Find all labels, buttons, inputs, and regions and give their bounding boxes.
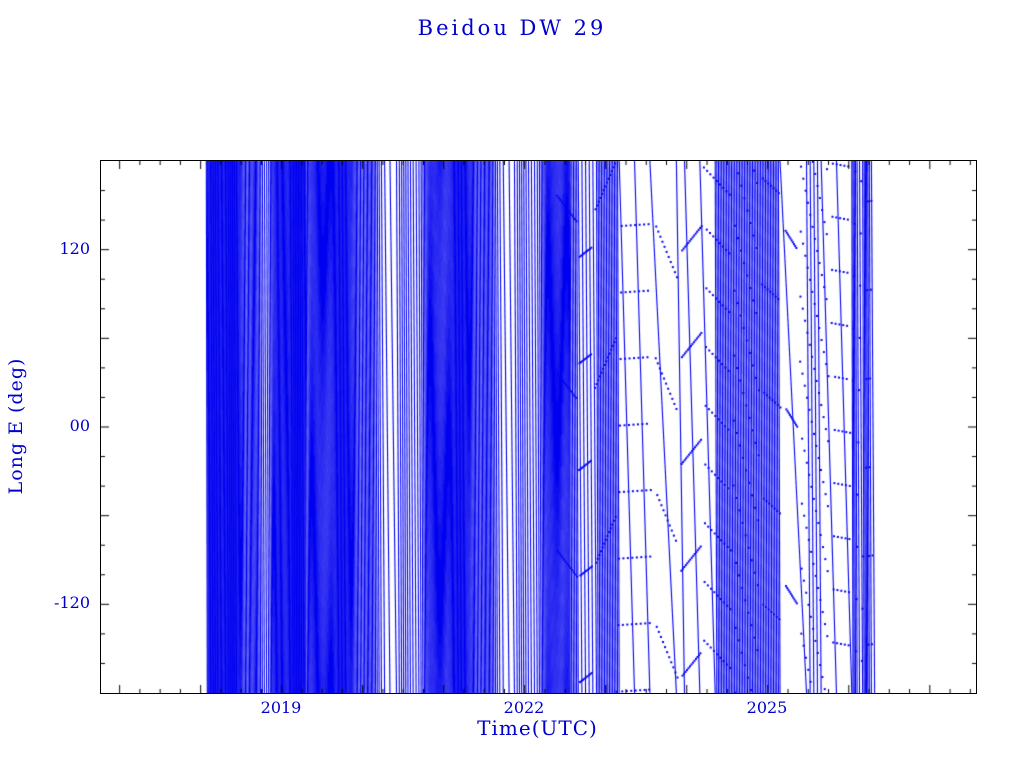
y-tick-label-neg120: -120: [54, 593, 90, 612]
y-tick-label-00: 00: [69, 416, 90, 435]
x-tick-label-2025: 2025: [746, 698, 788, 717]
plot-area: [100, 160, 977, 694]
satellite-longitude-scatter: [101, 161, 976, 693]
x-tick-label-2019: 2019: [260, 698, 302, 717]
x-tick-label-2022: 2022: [503, 698, 545, 717]
x-axis-label: Time(UTC): [477, 716, 598, 740]
y-tick-label-120: 120: [59, 239, 90, 258]
chart-title: Beidou DW 29: [417, 16, 607, 40]
